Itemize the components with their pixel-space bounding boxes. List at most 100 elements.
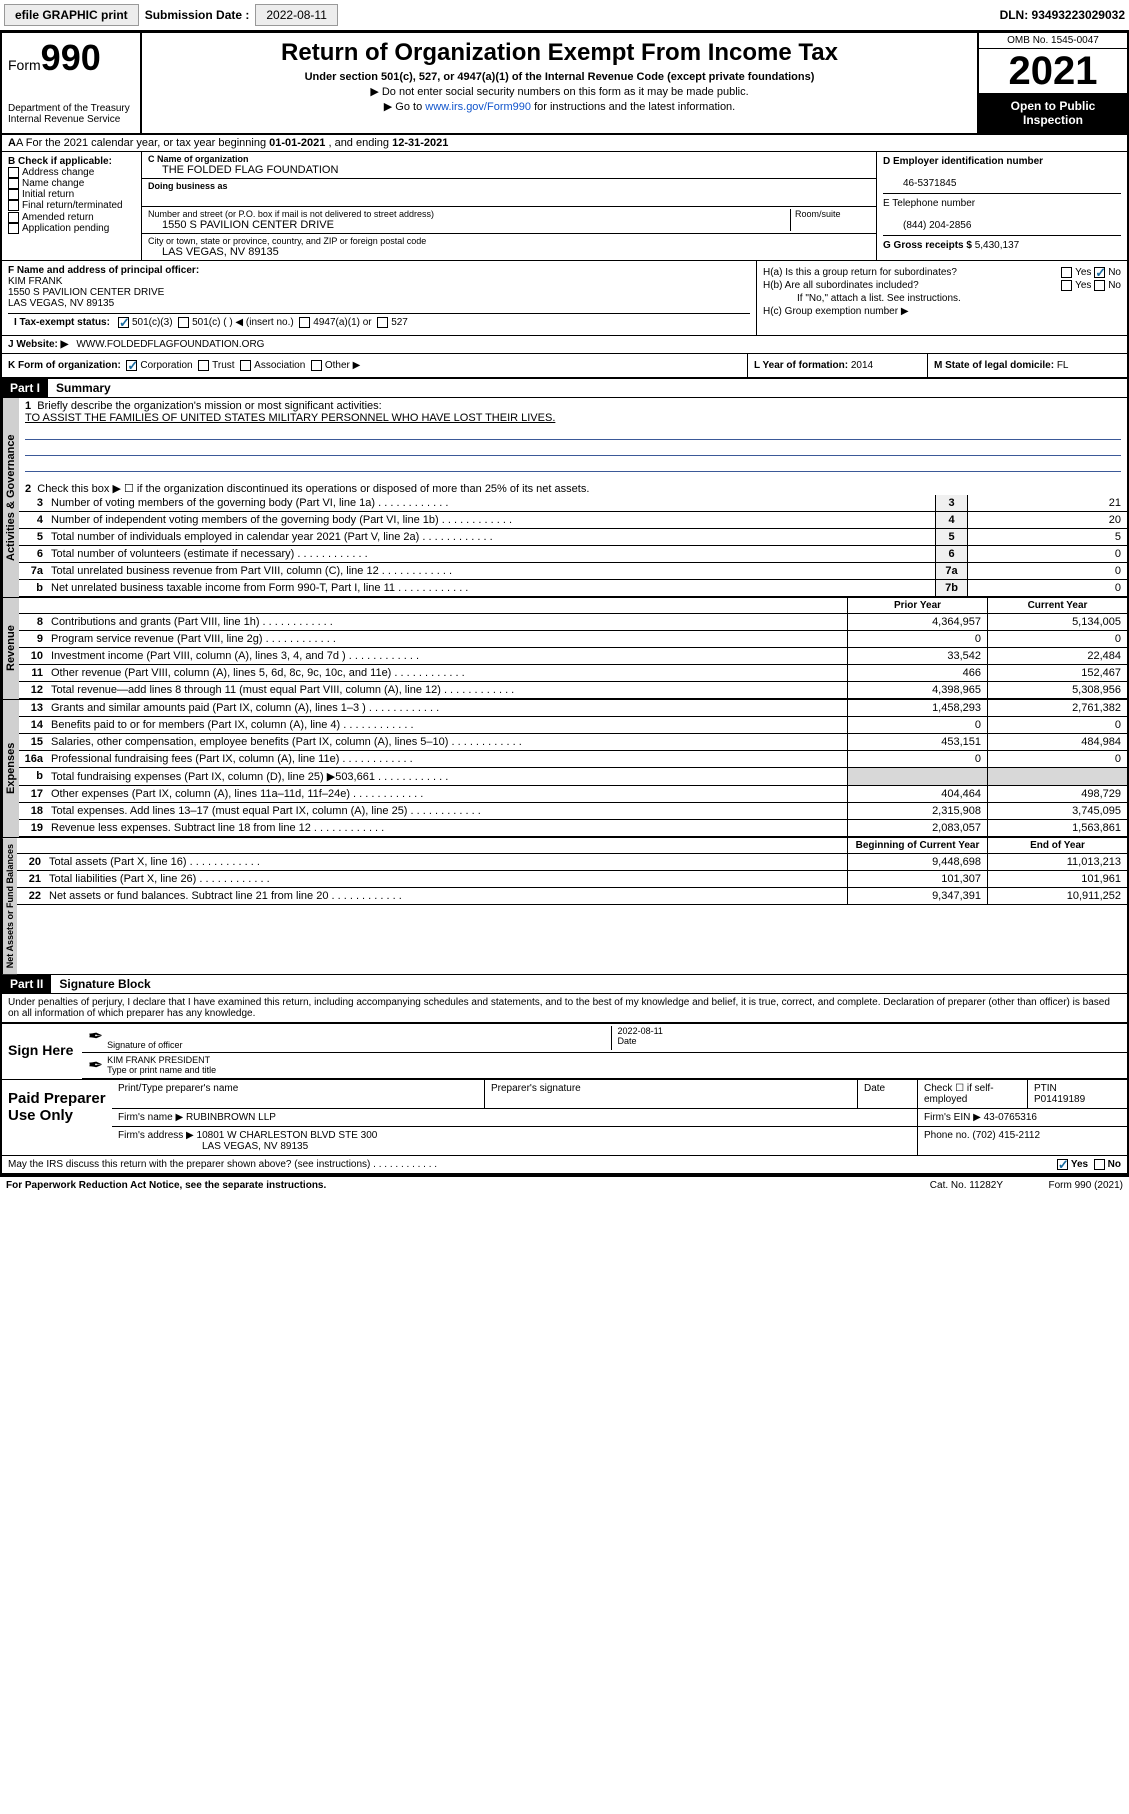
checkbox-irs-yes[interactable] — [1057, 1159, 1068, 1170]
line-cell-label: 3 — [935, 495, 967, 511]
paid-preparer-label: Paid Preparer Use Only — [2, 1080, 112, 1155]
checkbox-irs-no[interactable] — [1094, 1159, 1105, 1170]
firm-name-label: Firm's name ▶ — [118, 1112, 183, 1123]
prior-year-value: 404,464 — [847, 786, 987, 802]
checkbox-initial-return[interactable] — [8, 189, 19, 200]
state-domicile-label: M State of legal domicile: — [934, 360, 1054, 371]
firm-phone: (702) 415-2112 — [972, 1130, 1040, 1141]
checkbox-address-change[interactable] — [8, 167, 19, 178]
name-arrow-icon: ✒ — [88, 1055, 103, 1076]
current-year-value: 1,563,861 — [987, 820, 1127, 836]
officer-name: KIM FRANK — [8, 276, 62, 287]
prior-year-value: 9,347,391 — [847, 888, 987, 904]
checkbox-501c[interactable] — [178, 317, 189, 328]
col-b-checkboxes: B Check if applicable: Address change Na… — [2, 152, 142, 260]
line-num: 20 — [17, 854, 45, 870]
checkbox-final-return[interactable] — [8, 200, 19, 211]
col-begin-year: Beginning of Current Year — [847, 838, 987, 853]
line-desc: Total liabilities (Part X, line 26) — [45, 871, 847, 887]
line-desc: Number of voting members of the governin… — [47, 495, 935, 511]
line-desc: Net unrelated business taxable income fr… — [47, 580, 935, 596]
line-num: 9 — [19, 631, 47, 647]
checkbox-name-change[interactable] — [8, 178, 19, 189]
sig-date-value: 2022-08-11 — [618, 1026, 663, 1036]
checkbox-other[interactable] — [311, 360, 322, 371]
checkbox-501c3[interactable] — [118, 317, 129, 328]
line-num: 3 — [19, 495, 47, 511]
line-cell-label: 7b — [935, 580, 967, 596]
current-year-value: 498,729 — [987, 786, 1127, 802]
tax-year: 2021 — [979, 49, 1127, 93]
hb-label: H(b) Are all subordinates included? — [763, 280, 1061, 291]
prior-year-value: 0 — [847, 631, 987, 647]
line-desc: Grants and similar amounts paid (Part IX… — [47, 700, 847, 716]
firm-name: RUBINBROWN LLP — [186, 1112, 276, 1123]
prior-year-value: 2,315,908 — [847, 803, 987, 819]
checkbox-trust[interactable] — [198, 360, 209, 371]
current-year-value: 3,745,095 — [987, 803, 1127, 819]
dba-label: Doing business as — [148, 181, 228, 191]
checkbox-ha-no[interactable] — [1094, 267, 1105, 278]
phone-label: E Telephone number — [883, 198, 975, 209]
paperwork-notice: For Paperwork Reduction Act Notice, see … — [6, 1180, 326, 1191]
checkbox-association[interactable] — [240, 360, 251, 371]
line-num: 22 — [17, 888, 45, 904]
line-value: 20 — [967, 512, 1127, 528]
tax-exempt-label: I Tax-exempt status: — [14, 317, 110, 328]
preparer-sig-label: Preparer's signature — [484, 1080, 857, 1108]
line1-label: Briefly describe the organization's miss… — [37, 400, 381, 412]
omb-number: OMB No. 1545-0047 — [979, 33, 1127, 49]
line-num: 8 — [19, 614, 47, 630]
form-org-label: K Form of organization: — [8, 360, 121, 371]
line-num: b — [19, 768, 47, 785]
current-year-value: 152,467 — [987, 665, 1127, 681]
officer-label: F Name and address of principal officer: — [8, 265, 199, 276]
checkbox-ha-yes[interactable] — [1061, 267, 1072, 278]
line-desc: Professional fundraising fees (Part IX, … — [47, 751, 847, 767]
checkbox-corporation[interactable] — [126, 360, 137, 371]
line-desc: Program service revenue (Part VIII, line… — [47, 631, 847, 647]
line-desc: Net assets or fund balances. Subtract li… — [45, 888, 847, 904]
irs-form990-link[interactable]: www.irs.gov/Form990 — [425, 101, 531, 113]
officer-name-title: KIM FRANK PRESIDENT — [107, 1055, 210, 1065]
col-prior-year: Prior Year — [847, 598, 987, 613]
checkbox-amended-return[interactable] — [8, 212, 19, 223]
goto-link-line: ▶ Go to www.irs.gov/Form990 for instruct… — [150, 100, 969, 113]
ssn-warning: ▶ Do not enter social security numbers o… — [150, 85, 969, 98]
col-end-year: End of Year — [987, 838, 1127, 853]
prior-year-value: 33,542 — [847, 648, 987, 664]
checkbox-hb-no[interactable] — [1094, 280, 1105, 291]
room-suite-label: Room/suite — [790, 209, 870, 231]
checkbox-application-pending[interactable] — [8, 223, 19, 234]
prior-year-value: 101,307 — [847, 871, 987, 887]
col-current-year: Current Year — [987, 598, 1127, 613]
checkbox-527[interactable] — [377, 317, 388, 328]
firm-ein-label: Firm's EIN ▶ — [924, 1112, 981, 1123]
line-desc: Revenue less expenses. Subtract line 18 … — [47, 820, 847, 836]
part1-header: Part I — [2, 379, 48, 397]
tab-revenue: Revenue — [2, 598, 19, 699]
current-year-value: 0 — [987, 631, 1127, 647]
current-year-value: 5,134,005 — [987, 614, 1127, 630]
firm-addr2: LAS VEGAS, NV 89135 — [118, 1141, 308, 1152]
tab-governance: Activities & Governance — [2, 398, 19, 597]
part1-title: Summary — [48, 381, 111, 395]
preparer-date-label: Date — [857, 1080, 917, 1108]
org-name-label: C Name of organization — [148, 154, 249, 164]
line-cell-label: 4 — [935, 512, 967, 528]
current-year-value: 5,308,956 — [987, 682, 1127, 698]
firm-phone-label: Phone no. — [924, 1130, 970, 1141]
checkbox-hb-yes[interactable] — [1061, 280, 1072, 291]
current-year-value: 101,961 — [987, 871, 1127, 887]
line-desc: Other revenue (Part VIII, column (A), li… — [47, 665, 847, 681]
checkbox-4947[interactable] — [299, 317, 310, 328]
efile-print-button[interactable]: efile GRAPHIC print — [4, 4, 139, 26]
dept-treasury: Department of the Treasury Internal Reve… — [8, 103, 134, 125]
state-domicile-value: FL — [1057, 360, 1069, 371]
tab-expenses: Expenses — [2, 700, 19, 837]
org-name: THE FOLDED FLAG FOUNDATION — [148, 164, 870, 176]
line-num: 12 — [19, 682, 47, 698]
ein-value: 46-5371845 — [883, 178, 956, 189]
line-desc: Total fundraising expenses (Part IX, col… — [47, 768, 847, 785]
current-year-value: 0 — [987, 717, 1127, 733]
